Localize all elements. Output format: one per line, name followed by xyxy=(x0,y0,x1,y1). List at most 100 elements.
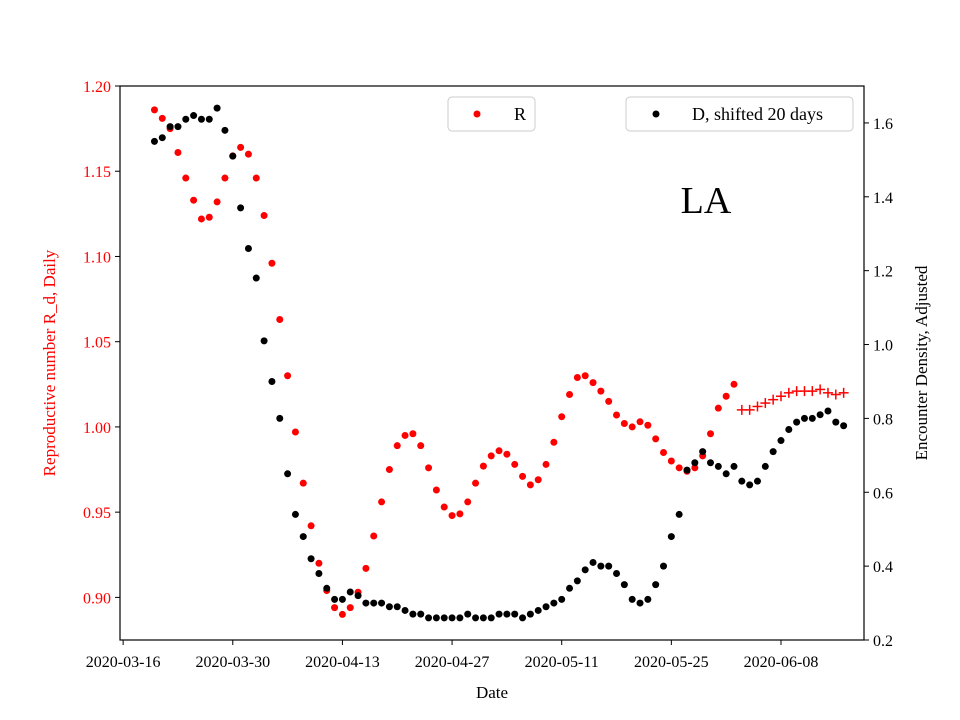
y-right-tick-label: 1.0 xyxy=(873,338,893,355)
data-point xyxy=(417,610,425,618)
y-axis-right: 0.2 0.4 0.6 0.8 1.0 1.2 1.4 1.6 xyxy=(864,116,893,650)
data-point xyxy=(495,610,503,618)
y-left-tick-label: 0.90 xyxy=(83,590,111,607)
data-point xyxy=(385,603,393,611)
region-annotation: LA xyxy=(681,180,732,222)
data-point-plus xyxy=(775,391,786,402)
data-point-plus xyxy=(807,386,818,397)
legend-d-box xyxy=(625,96,854,132)
y-left-tick-label: 1.00 xyxy=(83,420,111,437)
data-point xyxy=(534,606,542,614)
data-point xyxy=(456,510,464,518)
data-point xyxy=(683,466,691,474)
data-point xyxy=(472,479,480,487)
legend-r-box xyxy=(447,96,536,132)
data-point-plus xyxy=(822,387,833,398)
data-point xyxy=(346,588,354,596)
y-right-tick-label: 0.4 xyxy=(873,559,893,576)
data-point xyxy=(644,595,652,603)
data-point xyxy=(346,604,354,612)
data-point xyxy=(315,570,323,578)
data-point xyxy=(589,558,597,566)
data-point xyxy=(409,610,417,618)
data-point xyxy=(519,472,527,480)
y-right-tick-label: 1.6 xyxy=(873,116,893,133)
data-point-plus xyxy=(830,389,841,400)
data-point xyxy=(370,599,378,607)
series-1 xyxy=(736,384,849,415)
data-point xyxy=(338,595,346,603)
x-tick-label: 2020-05-25 xyxy=(634,654,709,671)
y-left-tick-label: 0.95 xyxy=(83,505,111,522)
data-point xyxy=(260,212,268,220)
legend-r-marker xyxy=(473,110,481,118)
data-point xyxy=(229,152,237,160)
data-point xyxy=(722,392,730,400)
data-point xyxy=(840,422,848,430)
data-point xyxy=(487,452,495,460)
data-point xyxy=(362,599,370,607)
data-point xyxy=(707,430,715,438)
data-point xyxy=(526,610,534,618)
data-point xyxy=(714,462,722,470)
data-point xyxy=(417,442,425,450)
data-point xyxy=(370,532,378,540)
data-point xyxy=(260,337,268,345)
y-axis-right-title: Encounter Density, Adjusted xyxy=(912,265,931,460)
data-point xyxy=(542,603,550,611)
data-point xyxy=(307,522,315,530)
data-point xyxy=(550,438,558,446)
data-point xyxy=(495,447,503,455)
data-point xyxy=(385,466,393,474)
data-point xyxy=(268,377,276,385)
data-point xyxy=(158,134,166,142)
data-point xyxy=(605,397,613,405)
data-point xyxy=(315,559,323,567)
data-point xyxy=(628,423,636,431)
data-point xyxy=(456,614,464,622)
data-point xyxy=(675,464,683,472)
data-point xyxy=(589,379,597,387)
data-point xyxy=(620,581,628,589)
data-point xyxy=(660,562,668,570)
data-point xyxy=(573,577,581,585)
data-point xyxy=(503,610,511,618)
data-point xyxy=(378,498,386,506)
y-right-tick-label: 1.4 xyxy=(873,190,893,207)
data-point xyxy=(503,450,511,458)
data-point xyxy=(197,115,205,123)
data-point xyxy=(440,614,448,622)
y-axis-left: 0.90 0.95 1.00 1.05 1.10 1.15 1.20 xyxy=(83,79,120,607)
series-0 xyxy=(150,106,738,618)
data-point xyxy=(299,533,307,541)
data-point xyxy=(166,123,174,131)
data-point xyxy=(636,418,644,426)
data-point xyxy=(182,174,190,182)
data-point xyxy=(785,425,793,433)
data-point xyxy=(401,431,409,439)
data-point xyxy=(660,448,668,456)
y-right-tick-label: 0.2 xyxy=(873,633,893,650)
data-point xyxy=(714,404,722,412)
data-point xyxy=(526,481,534,489)
data-point xyxy=(354,592,362,600)
data-point xyxy=(800,414,808,422)
data-point xyxy=(378,599,386,607)
x-tick-label: 2020-05-11 xyxy=(525,654,599,671)
series-2 xyxy=(150,104,848,622)
data-point xyxy=(323,584,331,592)
data-point xyxy=(237,143,245,151)
data-point xyxy=(769,448,777,456)
data-point xyxy=(205,213,213,221)
data-point xyxy=(448,614,456,622)
data-point xyxy=(511,460,519,468)
data-point-plus xyxy=(768,394,779,405)
data-point xyxy=(479,462,487,470)
data-point xyxy=(730,462,738,470)
data-point xyxy=(205,115,213,123)
data-point xyxy=(707,459,715,467)
data-point xyxy=(190,112,198,120)
x-tick-label: 2020-06-08 xyxy=(744,654,819,671)
data-point xyxy=(558,413,566,421)
data-point xyxy=(667,533,675,541)
